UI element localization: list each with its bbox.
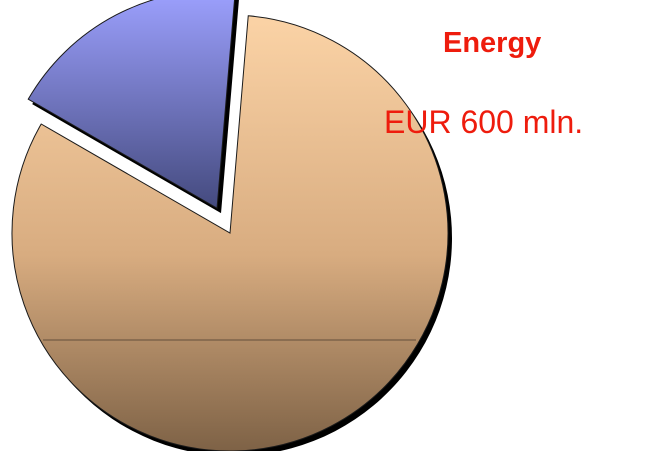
energy-label: Energy — [443, 27, 542, 59]
pie-slice-other — [11, 15, 452, 451]
pie-slices — [11, 0, 452, 451]
energy-value-label: EUR 600 mln. — [384, 104, 584, 140]
pie-slice-other-face — [11, 15, 449, 451]
pie-slice-energy-face — [27, 0, 236, 210]
pie-slice-energy — [27, 0, 239, 214]
